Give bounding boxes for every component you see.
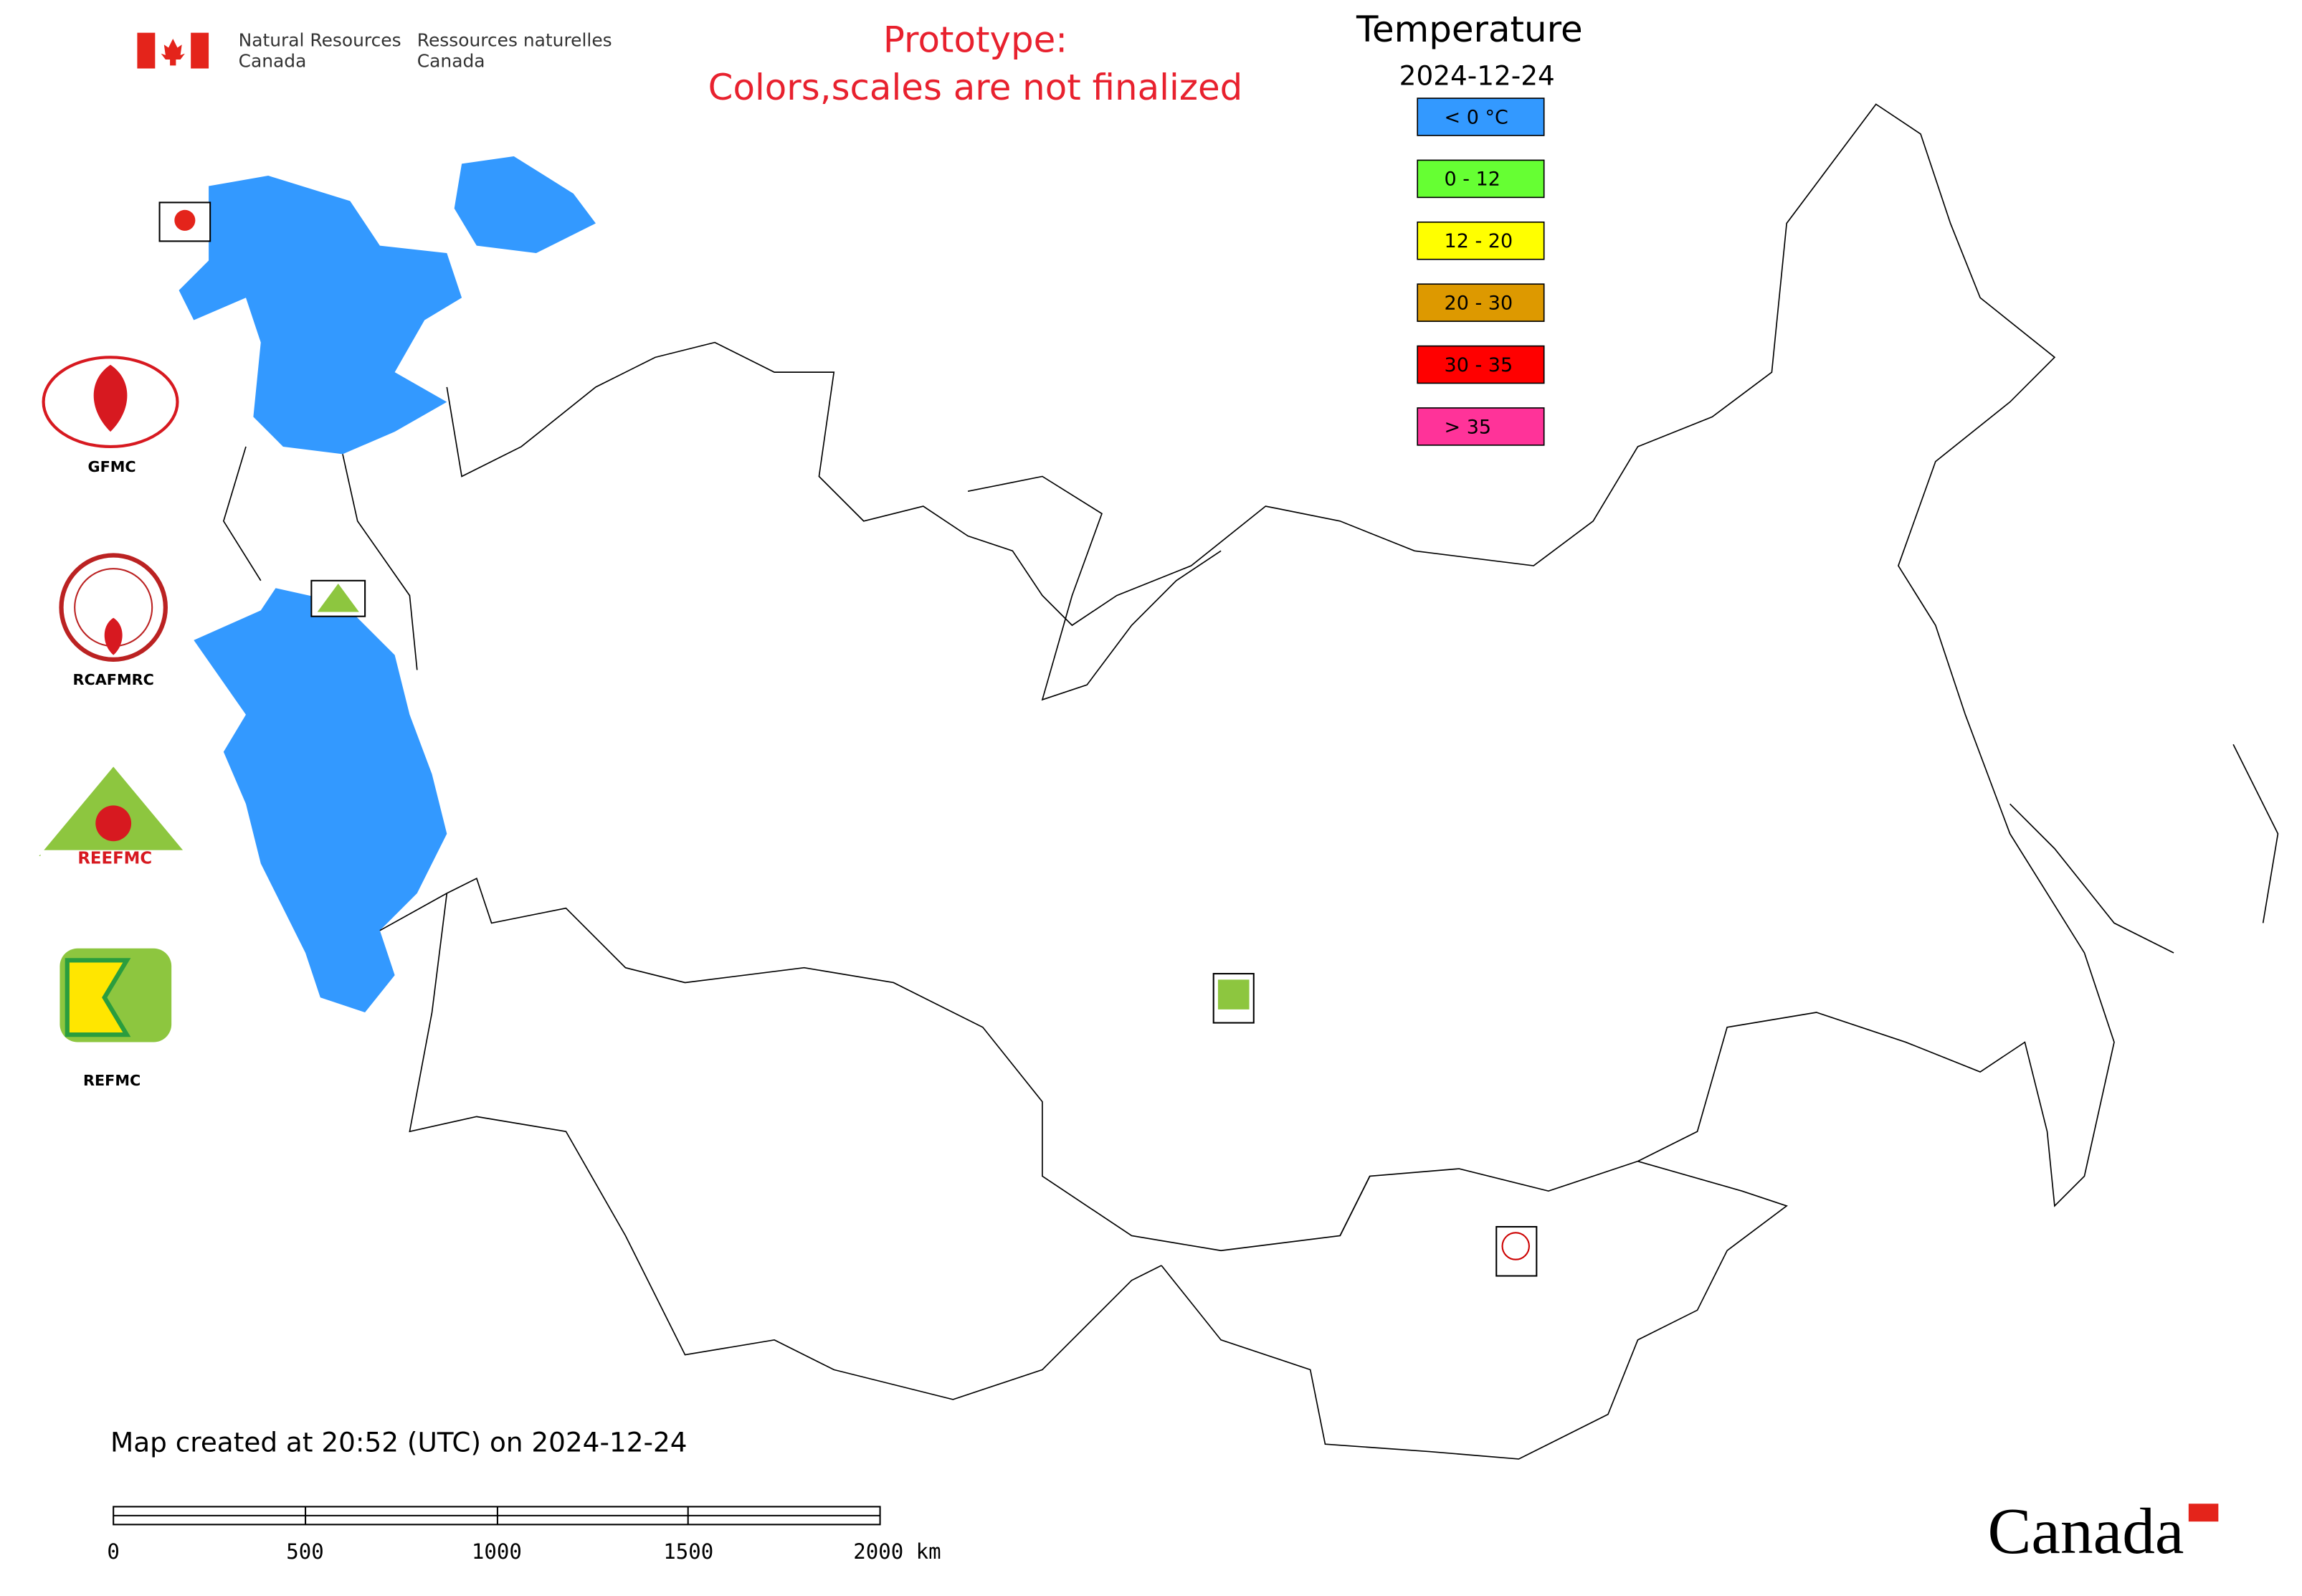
created-note: Map created at 20:52 (UTC) on 2024-12-24 bbox=[110, 1427, 687, 1458]
logo-reefmc: REEFMC bbox=[39, 766, 190, 868]
notice: Colors,scales are not finalized bbox=[708, 67, 1243, 108]
scale-label: 1500 bbox=[663, 1539, 713, 1564]
canada-wordmark: Canada bbox=[1987, 1495, 2184, 1567]
legend: < 0 °C 0 - 12 12 - 20 20 - 30 30 - 35 > 35 bbox=[1417, 98, 1545, 446]
station-icon bbox=[1212, 972, 1255, 1024]
logo-refmc bbox=[60, 948, 172, 1042]
scale-label: 0 bbox=[107, 1539, 120, 1564]
logo-label: RCAFMRC bbox=[73, 671, 154, 688]
scale-bar: 0 500 1000 1500 2000 km bbox=[107, 1506, 941, 1564]
station-icon bbox=[1495, 1225, 1538, 1277]
svg-text:REEFMC: REEFMC bbox=[77, 849, 152, 868]
legend-swatch bbox=[1417, 283, 1545, 322]
legend-swatch bbox=[1417, 159, 1545, 199]
org-fr: Canada bbox=[417, 50, 485, 71]
station-icon bbox=[158, 201, 211, 242]
wordmark-flag bbox=[2188, 1504, 2219, 1522]
logo-rcafmrc bbox=[59, 553, 168, 662]
map bbox=[179, 103, 2279, 1460]
legend-label: 12 - 20 bbox=[1445, 230, 1513, 252]
legend-swatch bbox=[1417, 221, 1545, 260]
logo-label: REFMC bbox=[83, 1072, 141, 1089]
nrcan-signature: Natural Resources Canada Ressources natu… bbox=[137, 29, 612, 71]
region-cold bbox=[179, 156, 596, 455]
region-cold bbox=[194, 588, 447, 1013]
station-icon bbox=[310, 579, 366, 617]
org-fr: Ressources naturelles bbox=[417, 29, 612, 50]
scale-label: 2000 km bbox=[853, 1539, 941, 1564]
scale-label: 500 bbox=[286, 1539, 324, 1564]
logo-label: GFMC bbox=[88, 458, 136, 475]
legend-label: > 35 bbox=[1445, 416, 1492, 438]
notice: Prototype: bbox=[883, 19, 1067, 61]
scale-label: 1000 bbox=[472, 1539, 522, 1564]
legend-label: < 0 °C bbox=[1445, 106, 1508, 128]
legend-label: 30 - 35 bbox=[1445, 354, 1513, 376]
legend-label: 20 - 30 bbox=[1445, 292, 1513, 314]
legend-date: 2024-12-24 bbox=[1399, 60, 1555, 91]
logo-gfmc bbox=[42, 356, 179, 449]
org-en: Canada bbox=[239, 50, 307, 71]
border bbox=[409, 893, 1788, 1460]
border bbox=[222, 103, 2115, 1252]
legend-title: Temperature bbox=[1356, 9, 1583, 50]
legend-swatch bbox=[1417, 345, 1545, 384]
legend-swatch bbox=[1417, 98, 1545, 136]
legend-swatch bbox=[1417, 407, 1545, 446]
org-en: Natural Resources bbox=[239, 29, 401, 50]
coast bbox=[967, 475, 2279, 954]
legend-label: 0 - 12 bbox=[1445, 168, 1500, 191]
